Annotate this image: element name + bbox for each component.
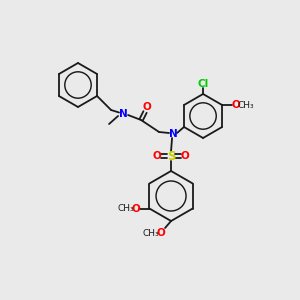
Text: O: O <box>143 102 152 112</box>
Text: O: O <box>232 100 241 110</box>
Text: N: N <box>119 109 128 119</box>
Text: O: O <box>131 203 140 214</box>
Text: O: O <box>181 151 189 161</box>
Text: CH₃: CH₃ <box>143 229 159 238</box>
Text: CH₃: CH₃ <box>117 204 134 213</box>
Text: O: O <box>157 228 165 238</box>
Text: N: N <box>169 129 177 139</box>
Text: S: S <box>167 149 175 163</box>
Text: Cl: Cl <box>197 79 209 89</box>
Text: O: O <box>153 151 161 161</box>
Text: CH₃: CH₃ <box>238 100 254 109</box>
